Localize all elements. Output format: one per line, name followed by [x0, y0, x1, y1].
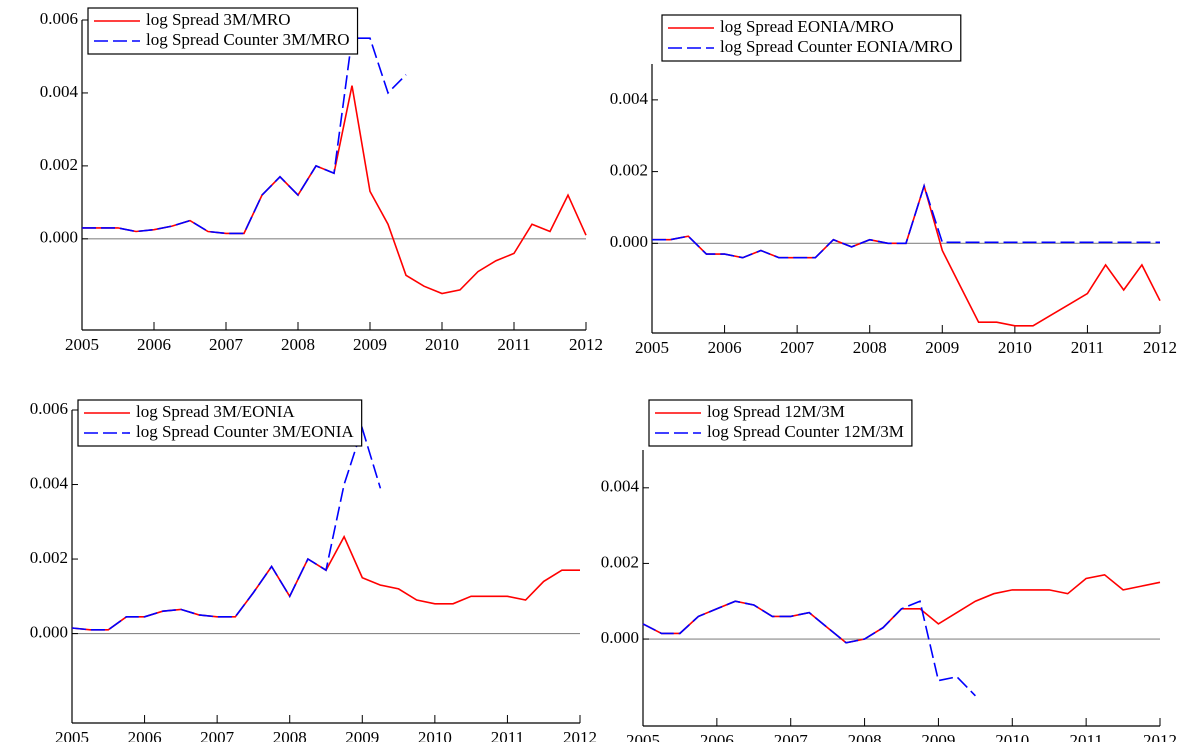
y-tick-label: 0.004: [610, 89, 649, 108]
y-tick-label: 0.006: [40, 9, 78, 28]
x-tick-label: 2006: [708, 338, 742, 357]
legend-label: log Spread 3M/EONIA: [136, 402, 295, 421]
series-line: [71, 425, 382, 631]
legend-box: [661, 14, 962, 62]
panel: 0.000 0.002 0.004 0.006 2005 2006 2007 2008 2009…: [40, 9, 603, 354]
series-line: [642, 600, 976, 697]
panel: 0.000 0.002 0.004 2005 2006 2007 2008 2009 2010 2…: [610, 64, 1177, 357]
y-tick-label: 0.006: [30, 399, 68, 418]
y-tick-label: 0.000: [601, 628, 639, 647]
y-tick-label: 0.002: [610, 161, 648, 180]
y-tick-label: 0.002: [601, 552, 639, 571]
series-line: [82, 85, 587, 295]
y-tick-label: 0.004: [30, 473, 69, 492]
x-tick-label: 2009: [345, 728, 379, 742]
x-tick-label: 2008: [853, 338, 887, 357]
x-tick-label: 2008: [273, 728, 307, 742]
x-tick-label: 2009: [921, 731, 955, 742]
x-tick-label: 2011: [1069, 731, 1102, 742]
x-tick-label: 2006: [128, 728, 162, 742]
x-tick-label: 2012: [563, 728, 597, 742]
x-tick-label: 2011: [497, 335, 530, 354]
y-tick-label: 0.000: [610, 232, 648, 251]
x-tick-label: 2010: [425, 335, 459, 354]
x-tick-label: 2005: [626, 731, 660, 742]
x-tick-label: 2005: [635, 338, 669, 357]
y-tick-label: 0.000: [30, 622, 68, 641]
x-tick-label: 2010: [418, 728, 452, 742]
x-tick-label: 2010: [998, 338, 1032, 357]
x-tick-label: 2011: [491, 728, 524, 742]
x-tick-label: 2006: [700, 731, 734, 742]
y-tick-label: 0.004: [40, 82, 79, 101]
x-tick-label: 2008: [281, 335, 315, 354]
x-tick-label: 2009: [925, 338, 959, 357]
x-tick-label: 2006: [137, 335, 171, 354]
legend-label: log Spread 12M/3M: [707, 402, 845, 421]
legend-label: log Spread Counter 3M/MRO: [146, 30, 350, 49]
y-tick-label: 0.002: [40, 155, 78, 174]
series-line: [82, 37, 407, 235]
legend-box: [87, 7, 359, 55]
series-line: [652, 183, 1160, 259]
panel: 0.000 0.002 0.004 0.006 2005 2006 2007 2008 2009…: [30, 399, 597, 742]
y-tick-label: 0.000: [40, 228, 78, 247]
x-tick-label: 2010: [995, 731, 1029, 742]
x-tick-label: 2012: [1143, 731, 1177, 742]
legend-box: [77, 399, 363, 447]
y-tick-label: 0.004: [601, 477, 640, 496]
series-line: [652, 183, 1161, 327]
panel: 0.000 0.002 0.004 2005 2006 2007 2008 2009 2010 2…: [601, 450, 1177, 742]
legend-label: log Spread EONIA/MRO: [720, 17, 894, 36]
x-tick-label: 2005: [65, 335, 99, 354]
legend-label: log Spread Counter 12M/3M: [707, 422, 904, 441]
legend-label: log Spread Counter EONIA/MRO: [720, 37, 953, 56]
x-tick-label: 2009: [353, 335, 387, 354]
x-tick-label: 2007: [774, 731, 809, 742]
x-tick-label: 2008: [848, 731, 882, 742]
legend-label: log Spread Counter 3M/EONIA: [136, 422, 354, 441]
x-tick-label: 2012: [1143, 338, 1177, 357]
x-tick-label: 2007: [209, 335, 244, 354]
x-tick-label: 2011: [1071, 338, 1104, 357]
x-tick-label: 2012: [569, 335, 603, 354]
y-tick-label: 0.002: [30, 548, 68, 567]
legend-label: log Spread 3M/MRO: [146, 10, 291, 29]
x-tick-label: 2005: [55, 728, 89, 742]
x-tick-label: 2007: [780, 338, 815, 357]
legend-box: [648, 399, 913, 447]
x-tick-label: 2007: [200, 728, 235, 742]
